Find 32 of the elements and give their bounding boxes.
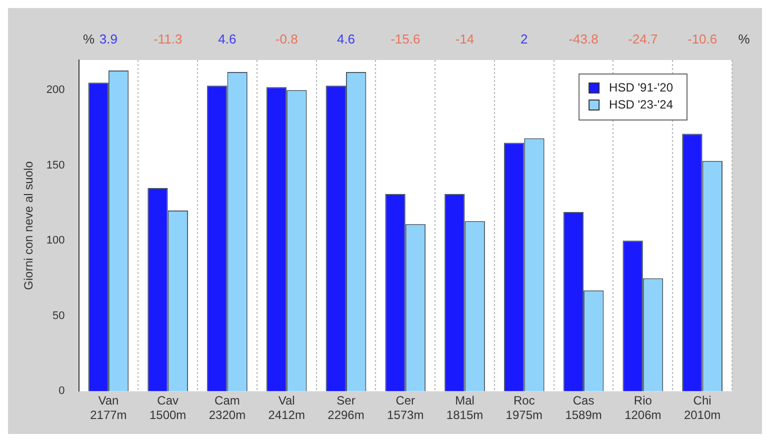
- x-tick-label: Cav 1500m: [149, 394, 186, 422]
- x-tick-label: Van 2177m: [90, 394, 127, 422]
- text: -14: [455, 32, 474, 47]
- text: 4.6: [218, 32, 236, 47]
- x-tick-label: Cas 1589m: [565, 394, 602, 422]
- legend-label: HSD '91-'20: [609, 80, 674, 94]
- legend-label: HSD '23-'24: [609, 97, 674, 112]
- text: 4.6: [336, 32, 356, 47]
- text: 2: [520, 32, 528, 47]
- y-tick-label: 0: [58, 385, 65, 398]
- text: -24.7: [628, 32, 658, 47]
- y-axis-title: Giorni con neve al suolo: [22, 160, 36, 290]
- y-tick-label: 200: [46, 84, 65, 96]
- x-tick-label: Cam 2320m: [208, 394, 246, 422]
- x-tick-label: Rio 1206m: [624, 394, 662, 422]
- text: -43.8: [568, 32, 598, 47]
- text: -11.3: [153, 32, 182, 47]
- y-tick-label: 50: [52, 310, 65, 322]
- y-tick-label: 150: [46, 159, 65, 172]
- x-tick-label: Cer 1573m: [387, 394, 424, 422]
- text: -15.6: [390, 32, 420, 47]
- x-tick-label: Roc 1975m: [506, 394, 542, 422]
- text: -10.6: [687, 32, 718, 47]
- text: %: [738, 32, 750, 47]
- x-tick-label: Chi 2010m: [684, 394, 721, 422]
- x-tick-label: Val 2412m: [268, 394, 305, 422]
- y-tick-label: 100: [46, 234, 65, 247]
- x-tick-label: Mal 1815m: [446, 394, 484, 422]
- text: %: [82, 32, 95, 47]
- x-tick-label: Ser 2296m: [328, 394, 364, 422]
- text: 3.9: [99, 32, 118, 47]
- text: -0.8: [275, 32, 298, 47]
